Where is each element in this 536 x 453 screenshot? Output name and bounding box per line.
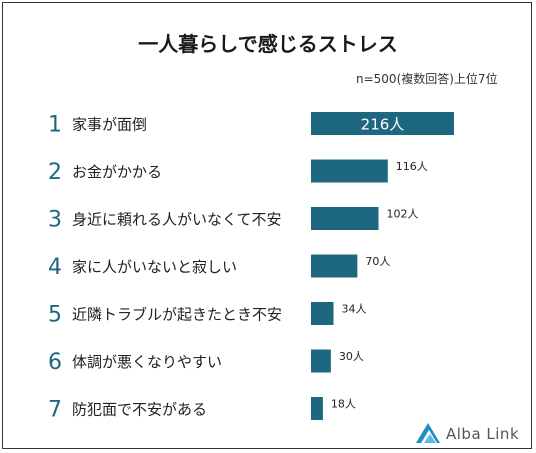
category-label: 防犯面で不安がある <box>72 401 207 419</box>
rank-number: 2 <box>48 160 62 185</box>
category-label: 近隣トラブルが起きたとき不安 <box>72 306 282 324</box>
rank-number: 1 <box>48 113 62 138</box>
alba-link-logo-text: Alba Link <box>446 425 520 443</box>
category-label: お金がかかる <box>72 163 162 181</box>
category-label: 身近に頼れる人がいなくて不安 <box>72 211 282 229</box>
bar <box>311 397 323 420</box>
bar <box>311 349 331 373</box>
bar <box>311 207 379 230</box>
rank-number: 6 <box>48 350 62 375</box>
bar <box>311 159 388 183</box>
rank-number: 3 <box>48 208 62 233</box>
rank-number: 5 <box>48 303 62 328</box>
value-label: 34人 <box>342 303 367 316</box>
alba-link-logo-icon <box>416 423 440 443</box>
chart-title: 一人暮らしで感じるストレス <box>138 32 398 56</box>
bar <box>311 302 334 325</box>
value-label: 216人 <box>361 116 405 134</box>
rank-number: 4 <box>48 255 62 280</box>
category-label: 体調が悪くなりやすい <box>72 353 222 371</box>
bar <box>311 254 358 278</box>
category-label: 家に人がいないと寂しい <box>72 258 237 276</box>
bar <box>311 112 454 135</box>
value-label: 116人 <box>396 160 428 173</box>
rank-number: 7 <box>48 398 62 423</box>
value-label: 30人 <box>339 350 364 363</box>
chart-frame <box>2 2 532 449</box>
value-label: 70人 <box>365 255 390 268</box>
category-label: 家事が面倒 <box>72 116 147 134</box>
value-label: 18人 <box>331 398 356 411</box>
sample-note: n=500(複数回答)上位7位 <box>356 72 498 86</box>
value-label: 102人 <box>387 208 419 221</box>
